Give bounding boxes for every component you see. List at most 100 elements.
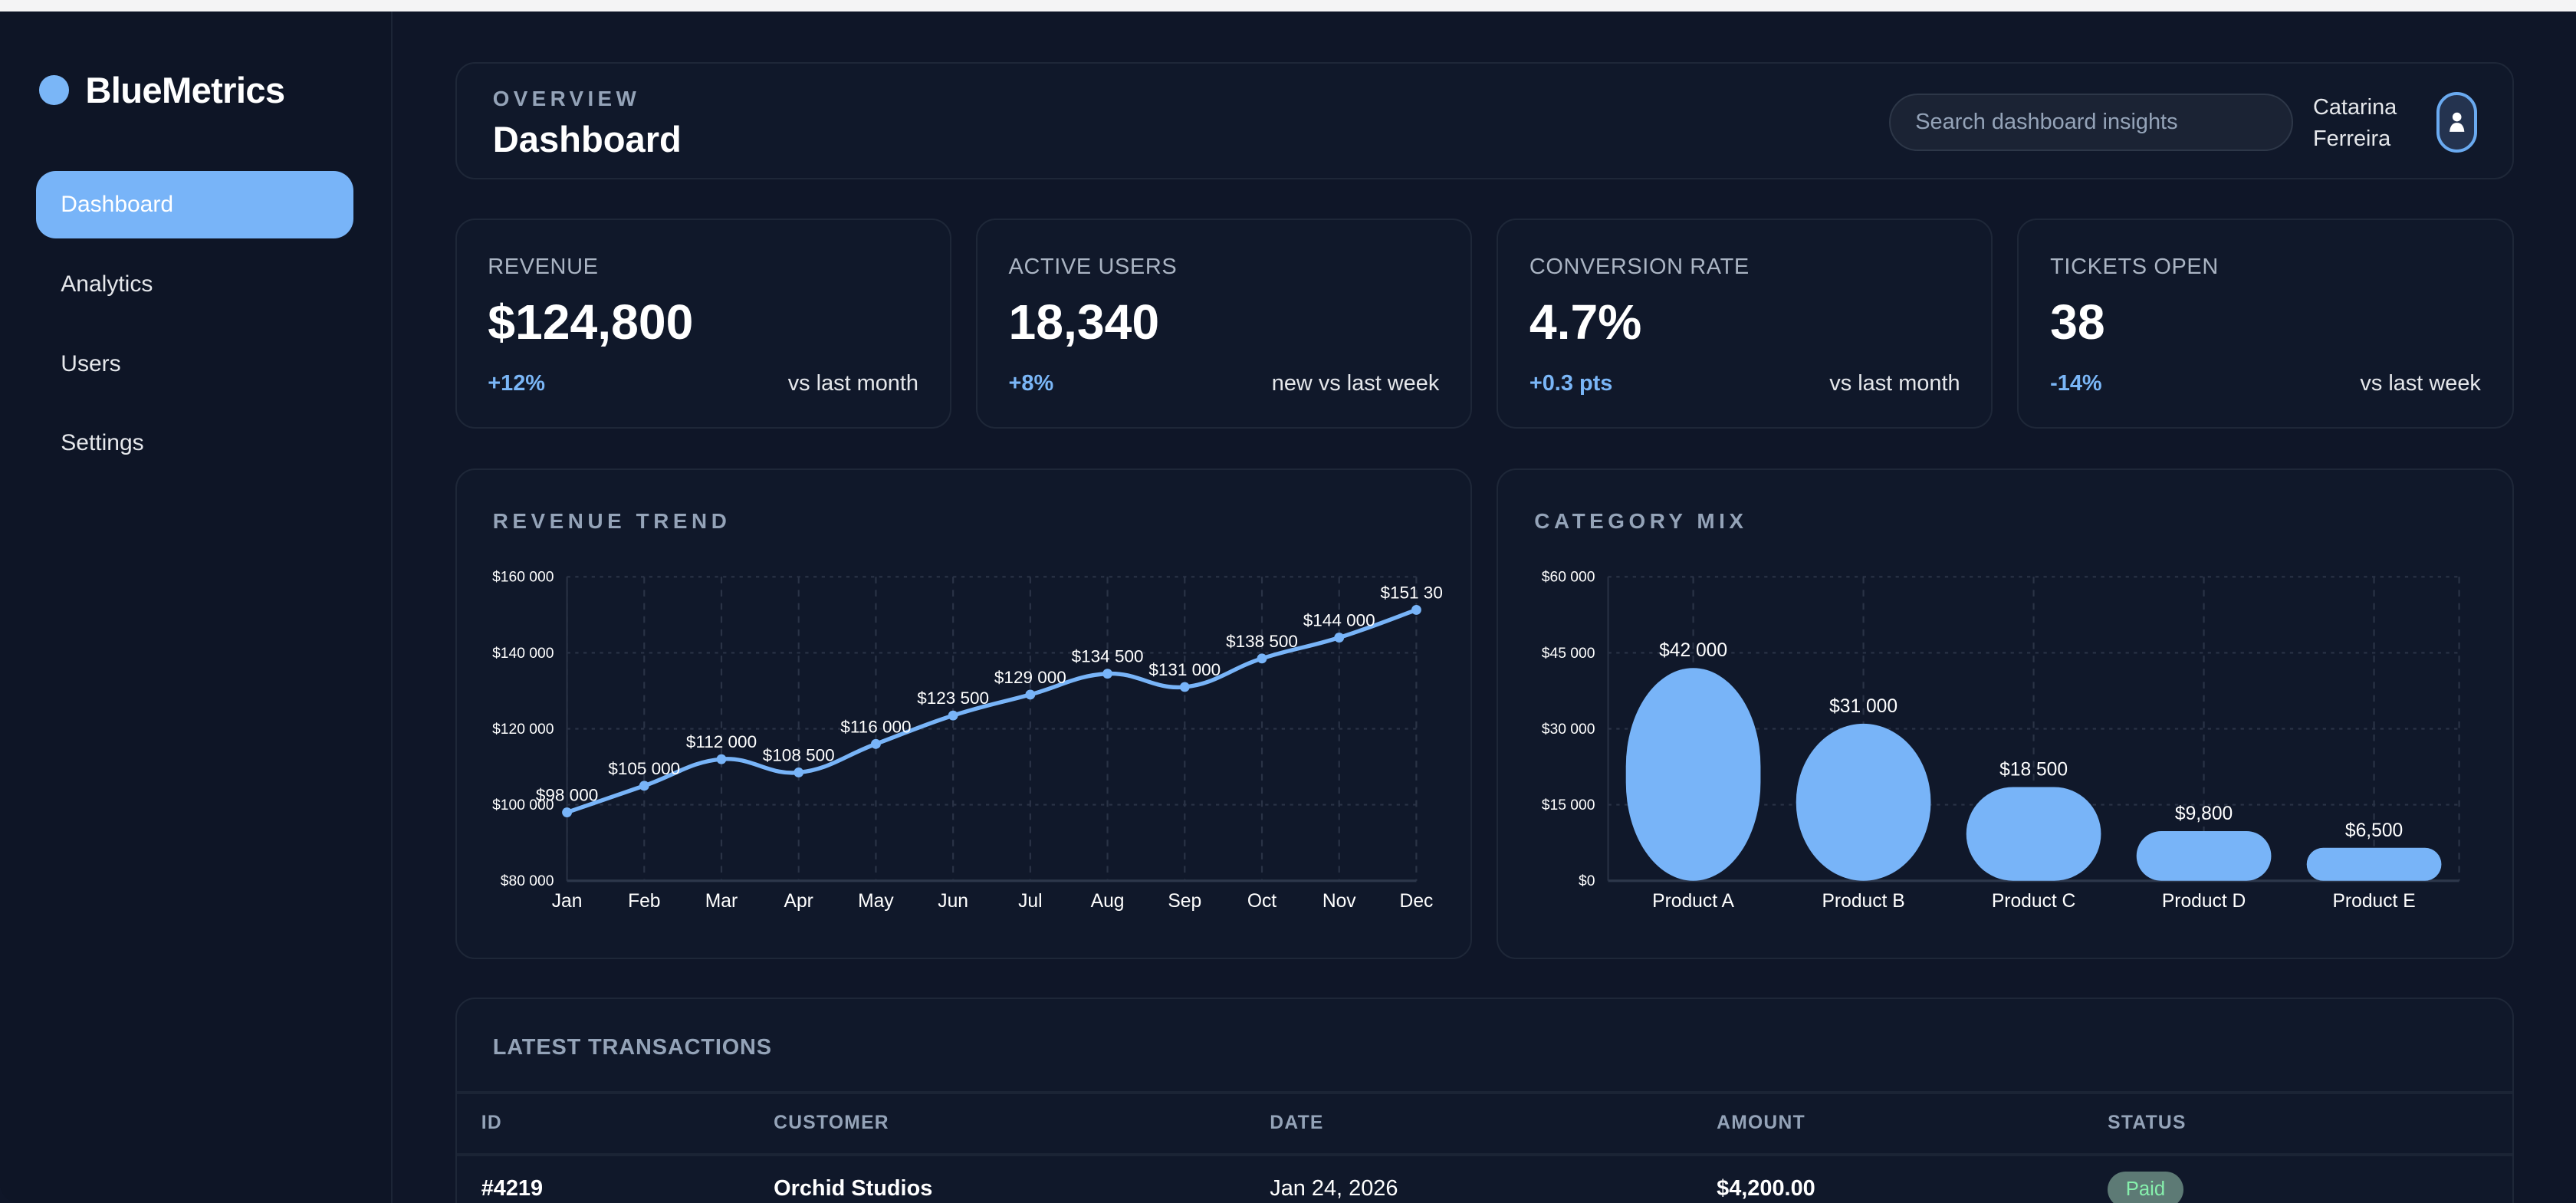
bar — [1796, 723, 1931, 881]
sidebar: BlueMetrics Dashboard Analytics Users Se… — [0, 12, 393, 1203]
kpi-card-tickets-open: TICKETS OPEN 38 -14% vs last week — [2017, 219, 2514, 429]
kpi-delta: +8% — [1008, 371, 1054, 396]
kpi-value: 4.7% — [1529, 294, 1642, 350]
data-label: $131 000 — [1148, 660, 1221, 679]
data-label: $31 000 — [1829, 696, 1898, 717]
avatar[interactable] — [2436, 91, 2478, 153]
revenue-trend-card: REVENUE TREND $80 000 $100 000 $120 000 $14… — [455, 468, 1472, 960]
x-tick-label: Mar — [705, 891, 737, 912]
data-point — [1024, 689, 1035, 700]
header-card: OVERVIEW Dashboard Search dashboard insi… — [455, 62, 2514, 179]
kpi-note: vs last week — [2360, 371, 2481, 396]
y-tick-label: $60 000 — [1542, 569, 1595, 585]
user-icon — [2449, 113, 2465, 133]
app-window: BlueMetrics Dashboard Analytics Users Se… — [0, 12, 2576, 1203]
chart-title: REVENUE TREND — [492, 509, 731, 534]
x-tick-label: Jun — [938, 891, 968, 912]
data-point — [870, 738, 881, 749]
x-tick-label: Apr — [784, 891, 813, 912]
bar — [2306, 847, 2442, 881]
category-mix-card: CATEGORY MIX $0 $15 000 $30 000 $45 000 $60 … — [1497, 468, 2514, 960]
x-tick-label: Product C — [1992, 891, 2076, 912]
column-header-date[interactable]: DATE — [1270, 1112, 1324, 1133]
data-label: $18 500 — [1999, 759, 2068, 780]
sidebar-item-users[interactable]: Users — [61, 350, 121, 376]
x-tick-label: Aug — [1090, 891, 1124, 912]
data-point — [948, 710, 958, 721]
x-tick-label: Dec — [1399, 891, 1433, 912]
data-label: $108 500 — [762, 745, 834, 764]
page-title: Dashboard — [492, 119, 682, 160]
kpi-delta: +12% — [488, 371, 546, 396]
sidebar-item-dashboard[interactable]: Dashboard — [36, 170, 353, 238]
sidebar-item-analytics[interactable]: Analytics — [61, 271, 153, 297]
revenue-trend-chart: $80 000 $100 000 $120 000 $140 000 $160 000 $… — [492, 569, 1443, 912]
window-top-bar — [0, 0, 2576, 12]
y-tick-label: $100 000 — [492, 797, 554, 814]
divider — [456, 1090, 2512, 1094]
logo[interactable]: BlueMetrics — [39, 69, 285, 111]
column-header-customer[interactable]: CUSTOMER — [774, 1112, 889, 1133]
category-mix-chart: $0 $15 000 $30 000 $45 000 $60 000 $42 000 Pro… — [1542, 569, 2460, 912]
revenue-line — [566, 607, 1417, 814]
header-eyebrow: OVERVIEW — [492, 87, 641, 111]
y-tick-label: $80 000 — [500, 873, 554, 889]
kpi-value: $124,800 — [488, 294, 694, 350]
column-header-id[interactable]: ID — [481, 1112, 502, 1133]
app-name: BlueMetrics — [85, 70, 285, 110]
data-point — [639, 781, 649, 790]
status-badge: Paid — [2108, 1171, 2183, 1203]
data-label: $134 500 — [1071, 646, 1143, 666]
kpi-value: 18,340 — [1008, 294, 1160, 350]
column-header-status[interactable]: STATUS — [2108, 1112, 2187, 1133]
y-tick-label: $120 000 — [492, 721, 554, 738]
kpi-note: new vs last week — [1271, 371, 1440, 396]
x-tick-label: Oct — [1247, 891, 1276, 912]
y-tick-label: $30 000 — [1542, 721, 1595, 738]
x-tick-label: Nov — [1322, 891, 1355, 912]
data-label: $129 000 — [994, 668, 1066, 687]
x-tick-label: Jan — [551, 891, 582, 912]
data-point — [561, 807, 572, 817]
user-last-name: Ferreira — [2312, 126, 2391, 151]
y-tick-label: $140 000 — [492, 646, 554, 662]
transactions-title: LATEST TRANSACTIONS — [492, 1034, 772, 1060]
y-tick-label: $0 — [1579, 873, 1595, 889]
cell-amount: $4,200.00 — [1717, 1176, 1815, 1201]
sidebar-item-settings[interactable]: Settings — [61, 430, 144, 456]
data-point — [1179, 682, 1190, 692]
kpi-value: 38 — [2050, 294, 2105, 350]
kpi-label: CONVERSION RATE — [1529, 255, 1750, 279]
kpi-card-revenue: REVENUE $124,800 +12% vs last month — [455, 219, 951, 429]
data-label: $42 000 — [1659, 640, 1727, 661]
data-point — [716, 754, 726, 764]
data-label: $9,800 — [2175, 804, 2233, 824]
search-input[interactable]: Search dashboard insights — [1889, 93, 2294, 151]
column-header-amount[interactable]: AMOUNT — [1717, 1112, 1806, 1133]
y-tick-label: $160 000 — [492, 569, 554, 585]
data-label: $112 000 — [685, 732, 756, 751]
kpi-card-conversion-rate: CONVERSION RATE 4.7% +0.3 pts vs last mo… — [1497, 219, 1993, 429]
x-tick-label: Product B — [1822, 891, 1905, 912]
sidebar-nav: Dashboard Analytics Users Settings — [36, 170, 353, 490]
kpi-note: vs last month — [1829, 371, 1960, 396]
chart-title: CATEGORY MIX — [1534, 509, 1748, 534]
x-tick-label: May — [858, 891, 894, 912]
cell-id: #4219 — [481, 1176, 544, 1201]
y-tick-label: $15 000 — [1542, 797, 1595, 814]
logo-dot-icon — [39, 75, 69, 105]
kpi-delta: +0.3 pts — [1529, 371, 1613, 396]
data-label: $144 000 — [1303, 610, 1375, 629]
x-tick-label: Product E — [2333, 891, 2416, 912]
x-tick-label: Feb — [628, 891, 660, 912]
data-point — [1411, 604, 1421, 615]
kpi-label: TICKETS OPEN — [2050, 255, 2219, 279]
data-label: $98 000 — [535, 785, 597, 804]
y-tick-label: $45 000 — [1542, 646, 1595, 662]
cell-date: Jan 24, 2026 — [1270, 1176, 1398, 1201]
data-label: $116 000 — [840, 717, 911, 736]
x-tick-label: Product D — [2162, 891, 2246, 912]
data-point — [1333, 632, 1344, 643]
kpi-note: vs last month — [787, 371, 918, 396]
data-point — [1102, 668, 1112, 679]
